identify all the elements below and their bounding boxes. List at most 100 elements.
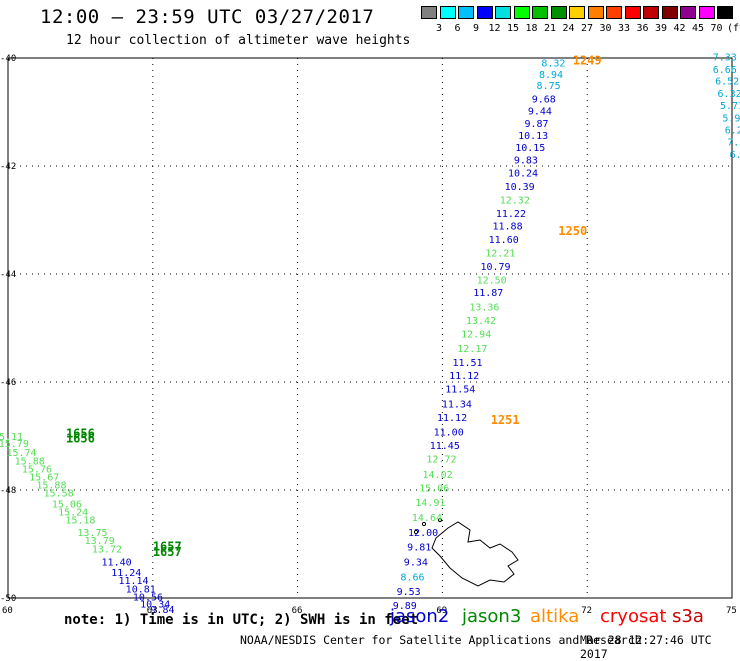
lon-tick-label: 72 — [581, 606, 592, 616]
islet — [421, 521, 427, 527]
wave-height-label: 5.71 — [720, 101, 740, 112]
satellite-label-cryosat: cryosat — [600, 606, 667, 627]
wave-height-label: 10.34 — [140, 599, 170, 610]
legend-value: 33 — [617, 23, 631, 34]
map-frame — [7, 57, 733, 599]
legend-swatch — [495, 6, 511, 19]
legend-value: 70 — [710, 23, 723, 34]
wave-height-label: 10.56 — [133, 592, 163, 603]
wave-height-label: 10.15 — [515, 143, 545, 154]
satellite-label-altika: altika — [530, 606, 580, 627]
legend-swatch — [624, 6, 641, 19]
wave-height-label: 15.67 — [29, 473, 59, 484]
wave-height-label: 8.66 — [400, 572, 424, 583]
wave-height-label: 13.79 — [85, 536, 115, 547]
wave-height-label: 12.00 — [408, 528, 438, 539]
wave-height-label: 9.68 — [532, 95, 556, 106]
wave-height-label: 11.14 — [118, 576, 148, 587]
wave-height-label: 11.54 — [445, 384, 475, 395]
wave-height-label: 15.24 — [58, 508, 88, 519]
pass-time-label: 1657 — [153, 540, 182, 554]
wave-height-label: 15.18 — [65, 516, 95, 527]
lon-tick-label: 60 — [2, 606, 13, 616]
wave-height-label: 14.64 — [412, 513, 442, 524]
wave-height-label: 11.45 — [430, 441, 460, 452]
legend-value: 30 — [599, 23, 612, 34]
wave-height-label: 15.58 — [44, 489, 74, 500]
lat-tick-label: -46 — [0, 378, 16, 388]
lon-tick-label: 75 — [726, 606, 737, 616]
wave-height-label: 15.06 — [52, 500, 82, 511]
legend-swatch — [532, 6, 548, 19]
page-title: 12:00 – 23:59 UTC 03/27/2017 — [40, 6, 375, 28]
note-text: note: 1) Time is in UTC; 2) SWH is in fe… — [64, 612, 419, 628]
wave-height-label: 13.42 — [466, 316, 496, 327]
wave-height-label: 12.17 — [457, 344, 487, 355]
wave-height-label: 13.75 — [77, 528, 107, 539]
wave-height-label: 11.51 — [452, 358, 482, 369]
legend-value: 6 — [454, 23, 461, 34]
wave-height-label: 11.24 — [111, 568, 141, 579]
wave-height-label: 9.81 — [407, 543, 431, 554]
lon-tick-label: 63 — [147, 606, 158, 616]
wave-height-label: 9.83 — [514, 156, 538, 167]
wave-height-label: 15.88 — [36, 481, 66, 492]
legend-swatch — [458, 6, 474, 19]
legend-swatch — [606, 6, 622, 19]
pass-time-label: 1250 — [558, 224, 587, 238]
wave-height-label: 11.22 — [496, 209, 526, 220]
pass-time-label: 1656 — [66, 426, 95, 440]
wave-height-label: 15.74 — [6, 448, 36, 459]
wave-height-label: 11.34 — [442, 400, 472, 411]
wave-height-label: 9.84 — [150, 605, 174, 616]
wave-height-label: 10.39 — [505, 182, 535, 193]
lat-tick-label: -44 — [0, 270, 16, 280]
legend-value: 3 — [435, 23, 443, 34]
legend-value: 39 — [654, 23, 668, 34]
legend-swatch — [587, 6, 604, 19]
lon-tick-label: 69 — [436, 606, 447, 616]
wave-height-label: 6.52 — [715, 77, 739, 88]
lat-tick-label: -42 — [0, 162, 16, 172]
wave-height-label: 7.12 — [727, 138, 740, 149]
legend-value: 27 — [580, 23, 594, 34]
legend-swatch — [643, 6, 659, 19]
pass-time-label: 1656 — [66, 432, 95, 446]
legend-value: 45 — [691, 23, 705, 34]
wave-height-label: 15.06 — [419, 483, 449, 494]
legend-value: 12 — [488, 23, 501, 34]
legend-value: 9 — [472, 23, 480, 34]
pass-time-label: 1249 — [573, 54, 602, 68]
wave-height-label: 12.21 — [485, 248, 515, 259]
legend-swatch — [569, 6, 585, 19]
wave-height-label: 11.00 — [434, 428, 464, 439]
island-coastline — [431, 521, 519, 587]
wave-height-label: 10.81 — [126, 584, 156, 595]
wave-height-label: 12.32 — [500, 195, 530, 206]
satellite-label-jason3: jason3 — [462, 606, 522, 627]
legend-swatch — [550, 6, 567, 19]
wave-height-label: 6.32 — [718, 89, 740, 100]
lat-tick-label: -48 — [0, 486, 16, 496]
wave-height-label: 9.89 — [393, 601, 417, 612]
wave-height-label: 9.87 — [524, 119, 548, 130]
legend-swatch — [698, 6, 715, 19]
wave-height-label: 12.72 — [426, 455, 456, 466]
lon-tick-label: 66 — [292, 606, 303, 616]
wave-height-label: 15.76 — [22, 464, 52, 475]
legend-value: 18 — [525, 23, 538, 34]
wave-height-label: 15.79 — [0, 439, 29, 450]
wave-height-label: 11.87 — [473, 288, 503, 299]
wave-height-label: 15.88 — [15, 456, 45, 467]
legend-swatch — [476, 6, 493, 19]
satellite-label-s3a: s3a — [672, 606, 704, 627]
lat-tick-label: -50 — [0, 594, 16, 604]
wave-height-label: 8.94 — [539, 70, 563, 81]
lat-tick-label: -40 — [0, 54, 16, 64]
legend-value: 21 — [543, 23, 557, 34]
wave-height-label: 12.94 — [461, 329, 491, 340]
wave-height-label: 14.91 — [415, 498, 445, 509]
legend-swatch — [439, 6, 456, 19]
wave-height-label: 11.12 — [449, 371, 479, 382]
